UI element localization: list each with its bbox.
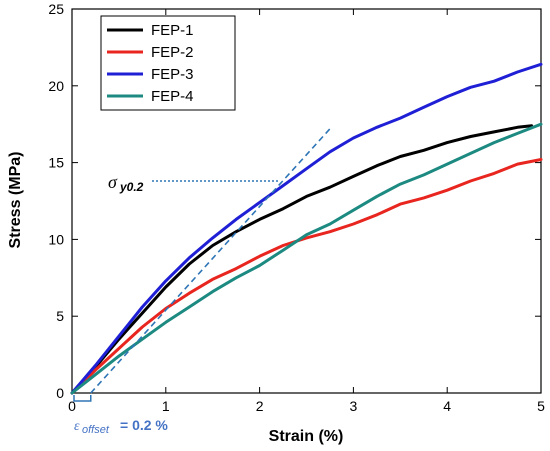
x-tick-label: 3 [350, 398, 358, 414]
y-axis-label: Stress (MPa) [7, 152, 24, 249]
plot-frame [71, 8, 542, 394]
y-tick-label: 10 [48, 231, 64, 247]
legend-label-fep-3: FEP-3 [151, 66, 194, 83]
y-tick-label: 5 [56, 308, 64, 324]
x-tick-label: 1 [162, 398, 170, 414]
offset-line [90, 128, 331, 394]
legend-box [100, 15, 236, 111]
series-line-fep-2 [70, 158, 543, 395]
series-line-fep-4 [70, 122, 543, 395]
yield-subscript: y0.2 [119, 180, 144, 194]
y-tick-label: 0 [56, 385, 64, 401]
axis-ticks: 0 1 2 3 4 5 0 5 10 15 20 25 [48, 1, 545, 414]
series-line-fep-1 [70, 124, 534, 395]
annotations: σ y0.2 ε offset = 0.2 % [73, 128, 331, 436]
legend-label-fep-2: FEP-2 [151, 44, 194, 61]
x-tick-label: 4 [443, 398, 451, 414]
plot-border [71, 8, 542, 394]
offset-value: = 0.2 % [120, 417, 168, 433]
y-tick-label: 25 [48, 1, 64, 17]
legend: FEP-1 FEP-2 FEP-3 FEP-4 [100, 15, 236, 111]
offset-bracket [73, 395, 92, 402]
offset-subscript: offset [82, 424, 110, 436]
series-lines [70, 62, 543, 395]
legend-label-fep-1: FEP-1 [151, 22, 194, 39]
y-tick-label: 15 [48, 155, 64, 171]
x-tick-label: 2 [256, 398, 264, 414]
series-line-fep-3 [70, 62, 543, 395]
legend-label-fep-4: FEP-4 [151, 88, 194, 105]
x-axis-label: Strain (%) [269, 428, 344, 445]
offset-symbol: ε [74, 419, 80, 434]
yield-symbol: σ [108, 172, 118, 192]
x-tick-label: 5 [537, 398, 545, 414]
x-tick-label: 0 [68, 398, 76, 414]
y-tick-label: 20 [48, 78, 64, 94]
